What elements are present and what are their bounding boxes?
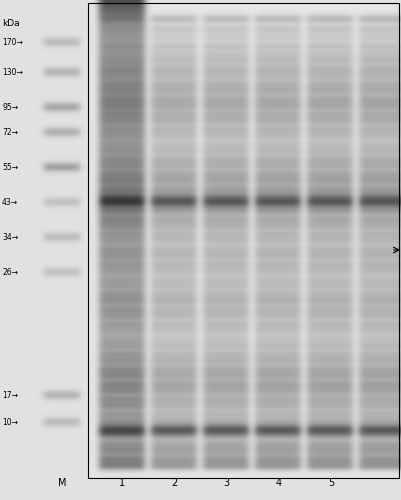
Text: 72→: 72→ [2, 128, 18, 137]
Text: 17→: 17→ [2, 390, 18, 400]
Text: 95→: 95→ [2, 103, 18, 112]
Text: 2: 2 [171, 478, 178, 488]
Bar [88, 2, 399, 478]
Text: 130→: 130→ [2, 68, 23, 77]
Text: 5: 5 [328, 478, 334, 488]
Text: 43→: 43→ [2, 198, 18, 207]
Text: 10→: 10→ [2, 418, 18, 427]
Text: 1: 1 [119, 478, 126, 488]
Text: 4: 4 [275, 478, 282, 488]
Text: kDa: kDa [2, 20, 20, 28]
Text: 3: 3 [223, 478, 230, 488]
Text: 26→: 26→ [2, 268, 18, 277]
Text: 55→: 55→ [2, 163, 18, 172]
Text: 170→: 170→ [2, 38, 23, 47]
Text: M: M [58, 478, 67, 488]
Text: 34→: 34→ [2, 233, 18, 242]
